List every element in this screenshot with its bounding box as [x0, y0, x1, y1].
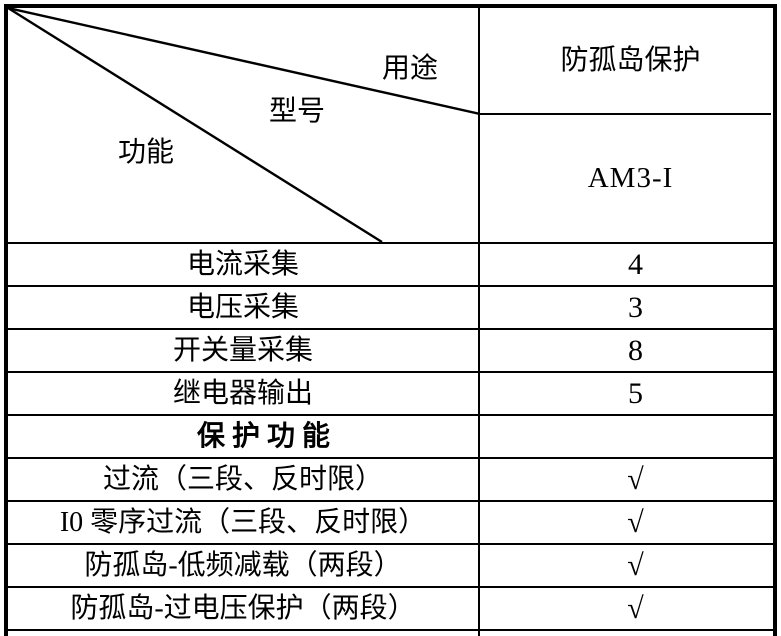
row-value-cell — [480, 416, 781, 457]
row-value-cell: √ — [627, 548, 644, 582]
row-label-cell: 过流（三段、反时限） — [8, 459, 480, 500]
spec-table: 用途 型号 功能 防孤岛保护 AM3-I 电流采集 4 电压采集 3 开关量采集… — [4, 4, 777, 636]
corner-usage-label: 用途 — [381, 53, 439, 84]
row-value-cell: 5 — [628, 376, 643, 410]
row-label-cell: 电压采集 — [8, 287, 480, 328]
column-usage-cell: 防孤岛保护 — [480, 8, 771, 115]
table-body: 电流采集 4 电压采集 3 开关量采集 8 继电器输出 5 保护功能 过流（三段… — [8, 244, 773, 636]
row-label-cell: 保护功能 — [8, 416, 480, 457]
row-value-cell — [480, 631, 781, 636]
diagonal-divider-lines — [8, 8, 480, 242]
row-label-cell: 开关量采集 — [8, 330, 480, 371]
row-value-cell: √ — [627, 591, 644, 625]
table-row: 电流采集 4 — [8, 244, 773, 287]
row-label-cell: I0 零序过流（三段、反时限） — [8, 502, 480, 543]
row-value-cell: √ — [627, 462, 644, 496]
table-row — [8, 631, 773, 636]
table-row: 防孤岛-低频减载（两段） √ — [8, 545, 773, 588]
table-header-row: 用途 型号 功能 防孤岛保护 AM3-I — [8, 8, 773, 244]
row-label-cell: 电流采集 — [8, 244, 480, 285]
row-label-cell: 防孤岛-过电压保护（两段） — [8, 588, 480, 629]
table-row: 继电器输出 5 — [8, 373, 773, 416]
row-label-cell: 防孤岛-低频减载（两段） — [8, 545, 480, 586]
table-row: 开关量采集 8 — [8, 330, 773, 373]
product-column-header: 防孤岛保护 AM3-I — [480, 8, 771, 242]
corner-function-label: 功能 — [117, 137, 175, 168]
table-row: 防孤岛-过电压保护（两段） √ — [8, 588, 773, 631]
row-value-cell: 8 — [628, 333, 643, 367]
row-label-cell — [8, 631, 480, 636]
corner-header-cell: 用途 型号 功能 — [8, 8, 480, 242]
row-value-cell: 4 — [628, 247, 643, 281]
corner-model-label: 型号 — [268, 96, 326, 127]
row-label-cell: 继电器输出 — [8, 373, 480, 414]
column-model-cell: AM3-I — [587, 162, 674, 194]
table-row: 电压采集 3 — [8, 287, 773, 330]
table-row: 保护功能 — [8, 416, 773, 459]
row-value-cell: √ — [627, 505, 644, 539]
table-row: I0 零序过流（三段、反时限） √ — [8, 502, 773, 545]
table-row: 过流（三段、反时限） √ — [8, 459, 773, 502]
row-value-cell: 3 — [628, 290, 643, 324]
